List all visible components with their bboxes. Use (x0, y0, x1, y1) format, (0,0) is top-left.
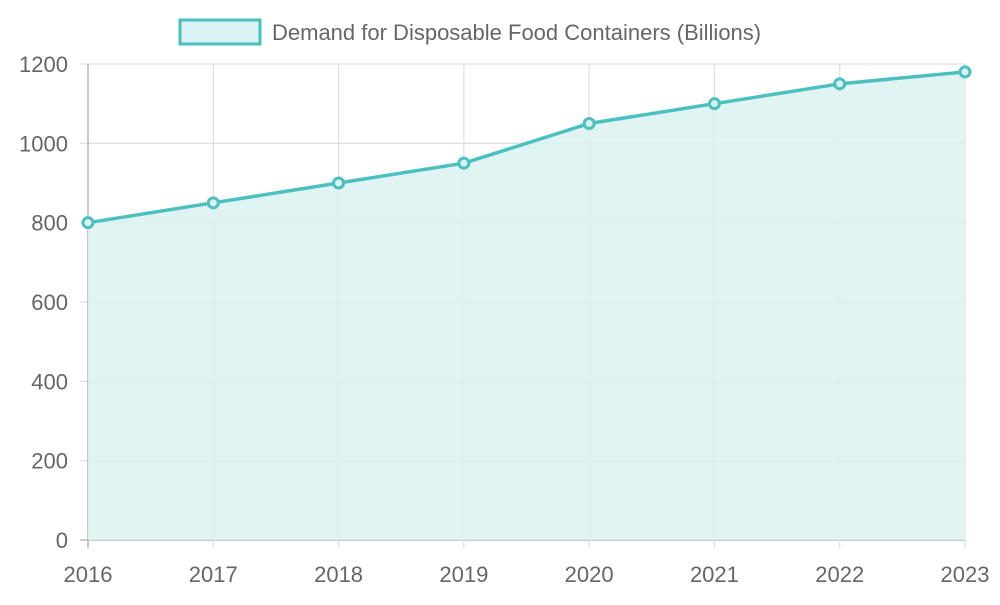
x-tick-label: 2022 (815, 562, 864, 587)
data-point (81, 216, 95, 230)
y-tick-label: 800 (31, 211, 68, 236)
legend[interactable]: Demand for Disposable Food Containers (B… (178, 18, 761, 46)
data-point (582, 117, 596, 130)
data-point (833, 77, 847, 91)
data-point (206, 196, 220, 210)
x-tick-label: 2020 (565, 562, 614, 587)
data-point (332, 176, 346, 190)
x-tick-label: 2017 (189, 562, 238, 587)
y-tick-label: 400 (31, 369, 68, 394)
x-tick-label: 2019 (439, 562, 488, 587)
y-tick-label: 200 (31, 449, 68, 474)
series-line (87, 70, 966, 225)
data-point (457, 156, 471, 170)
y-tick-label: 600 (31, 290, 68, 315)
y-tick-label: 1200 (19, 52, 68, 77)
data-point (707, 97, 721, 111)
x-tick-label: 2018 (314, 562, 363, 587)
y-tick-label: 1000 (19, 131, 68, 156)
legend-swatch (178, 18, 262, 46)
x-tick-label: 2016 (64, 562, 113, 587)
legend-label: Demand for Disposable Food Containers (B… (272, 20, 761, 45)
data-point (958, 65, 972, 79)
y-tick-label: 0 (56, 528, 68, 553)
x-tick-label: 2023 (941, 562, 990, 587)
x-tick-label: 2021 (690, 562, 739, 587)
